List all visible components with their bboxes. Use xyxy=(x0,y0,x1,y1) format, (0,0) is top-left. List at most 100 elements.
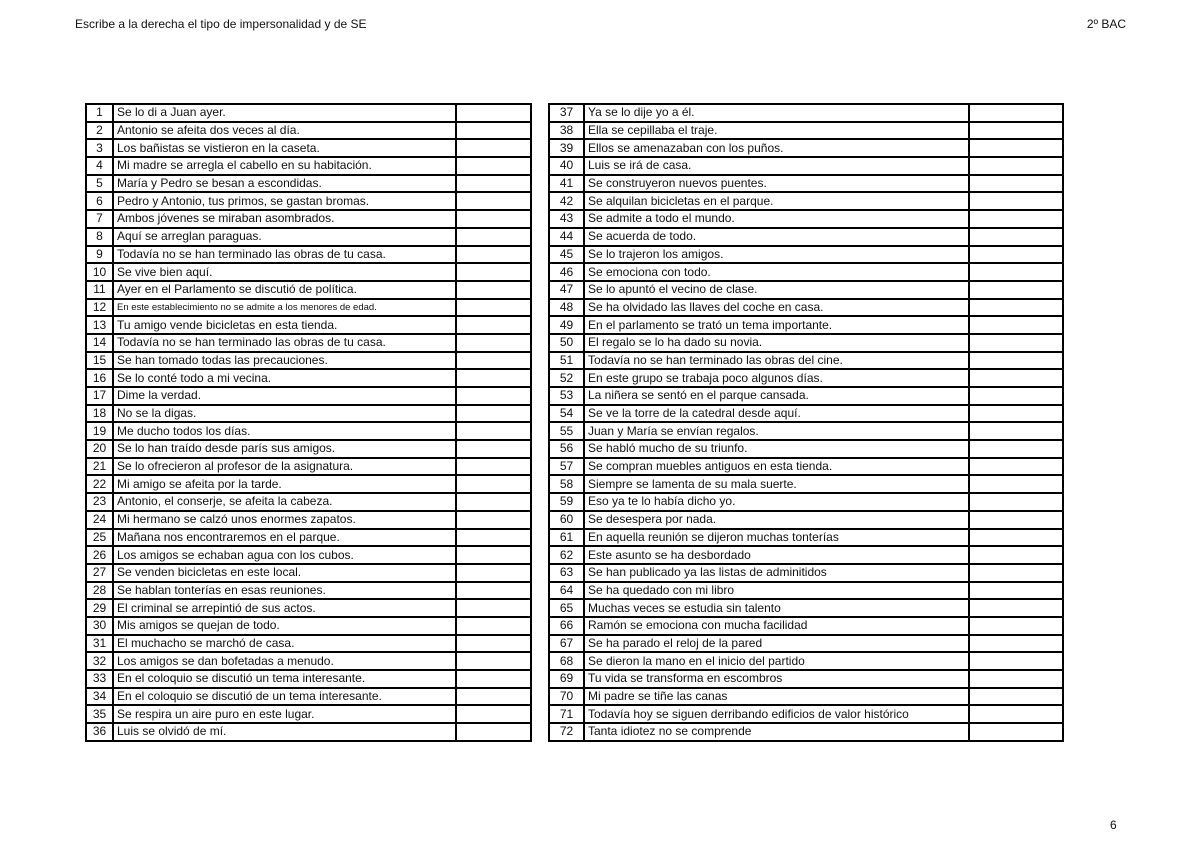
sentence-text: No se la digas. xyxy=(112,403,457,424)
row-number: 67 xyxy=(548,633,585,654)
answer-cell xyxy=(968,615,1064,636)
sentence-text: Dime la verdad. xyxy=(112,386,457,406)
row-number: 8 xyxy=(85,226,114,247)
table-row: 56 Se habló mucho de su triunfo. xyxy=(548,439,1064,459)
sentence-text: Se han tomado todas las precauciones. xyxy=(112,350,457,371)
sentence-text: Se lo ofrecieron al profesor de la asign… xyxy=(112,456,457,477)
table-row: 20 Se lo han traído desde parís sus amigo… xyxy=(85,439,532,459)
answer-cell xyxy=(455,403,532,424)
sentence-text: Me ducho todos los días. xyxy=(112,421,457,442)
answer-cell xyxy=(968,474,1064,495)
row-number: 30 xyxy=(85,615,114,636)
answer-cell xyxy=(455,244,532,265)
answer-cell xyxy=(455,562,532,583)
answer-cell xyxy=(968,509,1064,530)
row-number: 33 xyxy=(85,669,114,689)
sentence-text: Todavía hoy se siguen derribando edifici… xyxy=(583,704,970,725)
answer-cell xyxy=(455,545,532,565)
row-number: 69 xyxy=(548,669,585,689)
row-number: 42 xyxy=(548,191,585,212)
answer-cell xyxy=(455,456,532,477)
answer-cell xyxy=(455,598,532,618)
table-row: 22 Mi amigo se afeita por la tarde. xyxy=(85,474,532,495)
row-number: 6 xyxy=(85,191,114,212)
sentence-text: Ambos jóvenes se miraban asombrados. xyxy=(112,209,457,229)
row-number: 13 xyxy=(85,315,114,335)
answer-cell xyxy=(968,138,1064,159)
table-row: 62 Este asunto se ha desbordado xyxy=(548,545,1064,565)
answer-cell xyxy=(455,492,532,512)
row-number: 22 xyxy=(85,474,114,495)
table-row: 27 Se venden bicicletas en este local. xyxy=(85,562,532,583)
sentence-text: Mi padre se tiñe las canas xyxy=(583,686,970,707)
answer-cell xyxy=(455,580,532,601)
answer-cell xyxy=(968,315,1064,335)
sentence-text: Este asunto se ha desbordado xyxy=(583,545,970,565)
table-row: 53 La niñera se sentó en el parque cansad… xyxy=(548,386,1064,406)
table-row: 48 Se ha olvidado las llaves del coche en… xyxy=(548,297,1064,318)
row-number: 72 xyxy=(548,722,585,742)
answer-cell xyxy=(968,598,1064,618)
table-row: 25 Mañana nos encontraremos en el parque. xyxy=(85,527,532,548)
answer-cell xyxy=(968,332,1064,353)
row-number: 1 xyxy=(85,103,114,123)
table-row: 59 Eso ya te lo había dicho yo. xyxy=(548,492,1064,512)
sentence-text: Se venden bicicletas en este local. xyxy=(112,562,457,583)
answer-cell xyxy=(968,279,1064,300)
sentence-text: Se emociona con todo. xyxy=(583,262,970,282)
answer-cell xyxy=(455,651,532,671)
table-row: 51 Todavía no se han terminado las obras … xyxy=(548,350,1064,371)
sentence-text: Antonio, el conserje, se afeita la cabez… xyxy=(112,492,457,512)
answer-cell xyxy=(455,509,532,530)
sentences-table-right: 37 Ya se lo dije yo a él. 38 Ella se cepill… xyxy=(548,103,1064,742)
answer-cell xyxy=(968,191,1064,212)
sentence-text: Los amigos se echaban agua con los cubos… xyxy=(112,545,457,565)
course-label: 2º BAC xyxy=(1086,17,1126,31)
table-row: 3 Los bañistas se vistieron en la caseta. xyxy=(85,138,532,159)
sentence-text: Se vive bien aquí. xyxy=(112,262,457,282)
answer-cell xyxy=(455,633,532,654)
answer-cell xyxy=(455,669,532,689)
table-row: 55 Juan y María se envían regalos. xyxy=(548,421,1064,442)
table-row: 32 Los amigos se dan bofetadas a menudo. xyxy=(85,651,532,671)
row-number: 2 xyxy=(85,120,114,141)
row-number: 11 xyxy=(85,279,114,300)
sentence-text: El muchacho se marchó de casa. xyxy=(112,633,457,654)
sentence-text: Se dieron la mano en el inicio del parti… xyxy=(583,651,970,671)
sentence-text: Tanta idiotez no se comprende xyxy=(583,722,970,742)
table-row: 38 Ella se cepillaba el traje. xyxy=(548,120,1064,141)
row-number: 59 xyxy=(548,492,585,512)
row-number: 9 xyxy=(85,244,114,265)
row-number: 45 xyxy=(548,244,585,265)
table-row: 4 Mi madre se arregla el cabello en su ha… xyxy=(85,156,532,176)
table-row: 60 Se desespera por nada. xyxy=(548,509,1064,530)
answer-cell xyxy=(455,173,532,194)
table-row: 34 En el coloquio se discutió de un tema … xyxy=(85,686,532,707)
table-row: 13 Tu amigo vende bicicletas en esta tien… xyxy=(85,315,532,335)
sentence-text: Se lo han traído desde parís sus amigos. xyxy=(112,439,457,459)
row-number: 56 xyxy=(548,439,585,459)
answer-cell xyxy=(968,722,1064,742)
sentence-text: Mañana nos encontraremos en el parque. xyxy=(112,527,457,548)
sentence-text: Se respira un aire puro en este lugar. xyxy=(112,704,457,725)
answer-cell xyxy=(968,156,1064,176)
answer-cell xyxy=(968,669,1064,689)
answer-cell xyxy=(455,315,532,335)
answer-cell xyxy=(968,633,1064,654)
answer-cell xyxy=(968,492,1064,512)
row-number: 31 xyxy=(85,633,114,654)
row-number: 53 xyxy=(548,386,585,406)
answer-cell xyxy=(968,651,1064,671)
row-number: 68 xyxy=(548,651,585,671)
answer-cell xyxy=(968,103,1064,123)
sentence-text: Se desespera por nada. xyxy=(583,509,970,530)
row-number: 71 xyxy=(548,704,585,725)
table-row: 18 No se la digas. xyxy=(85,403,532,424)
table-row: 43 Se admite a todo el mundo. xyxy=(548,209,1064,229)
answer-cell xyxy=(455,191,532,212)
sentence-text: Todavía no se han terminado las obras de… xyxy=(112,332,457,353)
row-number: 19 xyxy=(85,421,114,442)
answer-cell xyxy=(455,103,532,123)
answer-cell xyxy=(455,474,532,495)
table-row: 67 Se ha parado el reloj de la pared xyxy=(548,633,1064,654)
